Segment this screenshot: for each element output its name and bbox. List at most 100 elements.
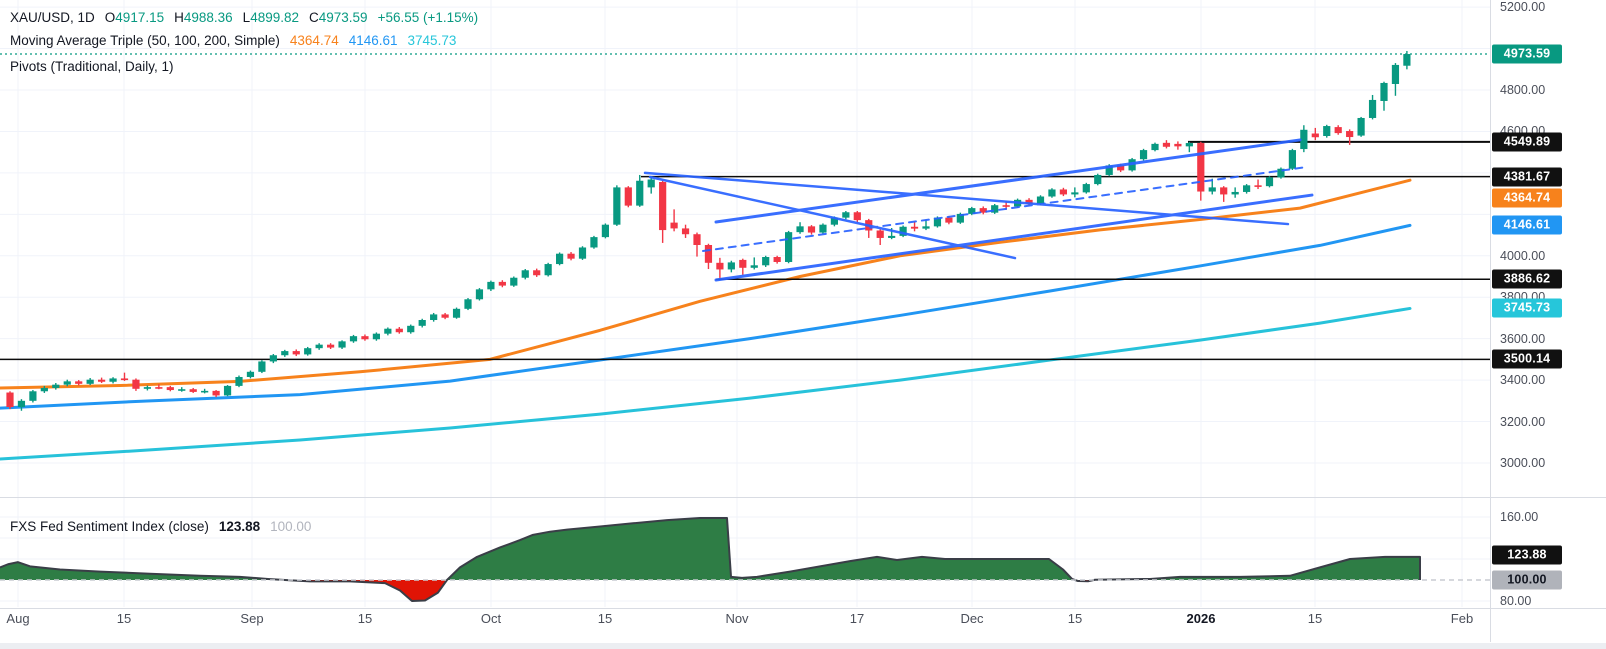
- candle-body: [945, 217, 953, 223]
- candle-body: [888, 235, 896, 238]
- sentiment-positive-area: [0, 518, 1420, 580]
- candle-body: [853, 212, 861, 221]
- candle-body: [281, 351, 289, 356]
- candle-body: [1139, 150, 1148, 160]
- candle-body: [1185, 143, 1193, 147]
- close-label: C: [309, 10, 319, 25]
- sentiment-negative-area: [0, 580, 1420, 601]
- candle-body: [1300, 129, 1308, 150]
- ma200-line: [0, 306, 1412, 461]
- candle-body: [1071, 192, 1079, 195]
- candle-body: [807, 226, 816, 233]
- candle-body: [1403, 54, 1411, 66]
- candle-body: [968, 208, 976, 214]
- open-label: O: [104, 10, 116, 25]
- candle-body: [17, 400, 26, 408]
- candle-body: [510, 277, 518, 286]
- candle-body: [1380, 82, 1388, 101]
- candle-body: [842, 212, 850, 218]
- candle-body: [315, 344, 323, 349]
- low-value: 4899.82: [250, 10, 299, 25]
- candle-body: [52, 384, 60, 388]
- candle-body: [796, 226, 804, 233]
- candle-body: [704, 244, 713, 263]
- change-value: +56.55 (+1.15%): [377, 10, 479, 25]
- candle-body: [1002, 205, 1010, 207]
- candle-body: [372, 333, 380, 340]
- candle-body: [681, 228, 690, 235]
- candle-body: [727, 262, 735, 270]
- candle-body: [155, 387, 163, 389]
- candle-body: [6, 392, 14, 408]
- candle-body: [521, 270, 529, 278]
- candle-body: [1059, 189, 1067, 195]
- candle-body: [785, 232, 793, 262]
- candle-body: [933, 217, 942, 227]
- candle-body: [475, 289, 484, 300]
- candle-body: [178, 389, 186, 391]
- candle-body: [1094, 174, 1102, 185]
- low-label: L: [242, 10, 251, 25]
- candle-body: [86, 379, 94, 384]
- candle-body: [258, 361, 266, 372]
- candle-body: [132, 379, 140, 389]
- candlesticks: [6, 50, 1411, 411]
- candle-body: [1357, 117, 1365, 136]
- candle-body: [819, 224, 827, 233]
- candle-body: [979, 208, 987, 213]
- candle-body: [189, 389, 197, 392]
- candle-body: [464, 299, 472, 309]
- candle-body: [1334, 127, 1342, 134]
- candle-body: [1117, 165, 1125, 171]
- candle-body: [441, 314, 449, 318]
- candle-body: [120, 378, 129, 381]
- candle-body: [762, 257, 770, 266]
- candle-body: [716, 262, 724, 270]
- candle-body: [578, 247, 587, 259]
- candle-body: [956, 213, 964, 223]
- pivot-lines: [0, 140, 1490, 361]
- candle-body: [991, 205, 999, 213]
- high-value: 4988.36: [183, 10, 233, 25]
- candle-body: [212, 390, 220, 396]
- candle-body: [556, 253, 564, 265]
- candle-body: [75, 381, 83, 384]
- candle-body: [1036, 196, 1045, 204]
- candle-body: [1208, 187, 1216, 192]
- candle-body: [349, 336, 358, 342]
- legend-panel: XAU/USD, 1D O4917.15 H4988.36 L4899.82 C4973…: [10, 6, 478, 78]
- candle-body: [1311, 133, 1319, 138]
- candle-body: [670, 222, 678, 229]
- ma200-value: 3745.73: [407, 33, 457, 48]
- candle-body: [1048, 189, 1056, 197]
- candle-body: [830, 217, 838, 225]
- candle-body: [269, 355, 277, 362]
- sentiment-baseline-value: 100.00: [270, 519, 312, 534]
- candle-body: [498, 281, 506, 286]
- sentiment-legend-row[interactable]: FXS Fed Sentiment Index (close) 123.88 100…: [10, 519, 311, 534]
- candle-body: [1082, 184, 1090, 193]
- ma50-line: [0, 178, 1412, 390]
- channel-midline: [702, 165, 1309, 253]
- candle-body: [1346, 131, 1354, 138]
- candle-body: [418, 320, 426, 326]
- candle-body: [430, 314, 438, 321]
- legend-pivots-row[interactable]: Pivots (Traditional, Daily, 1): [10, 55, 478, 78]
- symbol-title: XAU/USD, 1D: [10, 10, 95, 25]
- close-value: 4973.59: [318, 10, 368, 25]
- candle-body: [601, 224, 609, 238]
- open-value: 4917.15: [115, 10, 165, 25]
- candle-body: [143, 387, 151, 389]
- candle-body: [773, 257, 781, 262]
- candle-body: [487, 281, 495, 290]
- candle-body: [223, 385, 232, 396]
- legend-symbol-row[interactable]: XAU/USD, 1D O4917.15 H4988.36 L4899.82 C4973…: [10, 6, 478, 29]
- candle-body: [1197, 143, 1205, 192]
- legend-ma-row[interactable]: Moving Average Triple (50, 100, 200, Sim…: [10, 29, 478, 52]
- ma50-value: 4364.74: [289, 33, 339, 48]
- candle-body: [98, 379, 106, 382]
- sentiment-indicator-title: FXS Fed Sentiment Index (close): [10, 519, 209, 534]
